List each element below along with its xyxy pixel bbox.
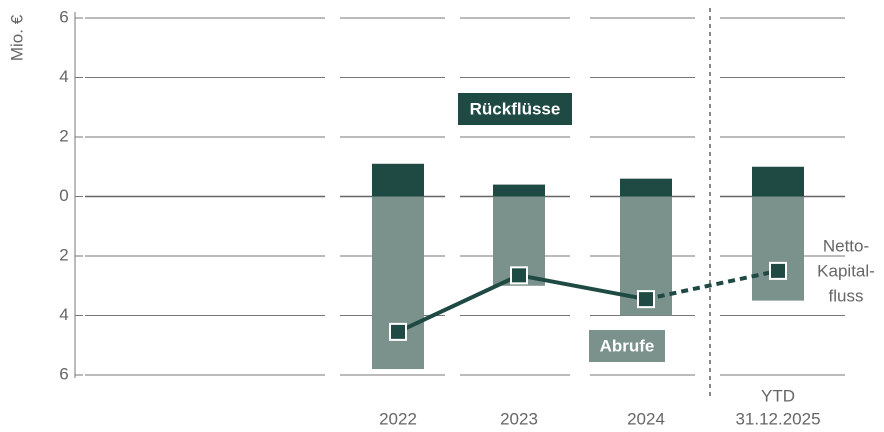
ytd-label: YTD bbox=[761, 386, 795, 405]
bar bbox=[752, 196, 804, 301]
y-tick-label: 0 bbox=[59, 186, 68, 205]
bar bbox=[493, 184, 545, 197]
line-label: Netto- bbox=[823, 236, 869, 255]
y-tick-label: 2 bbox=[59, 245, 68, 264]
net-marker bbox=[389, 322, 407, 341]
net-line-dashed bbox=[645, 268, 779, 302]
line-label: Kapital- bbox=[817, 261, 875, 280]
y-tick-label: 6 bbox=[59, 7, 68, 26]
net-marker bbox=[769, 261, 787, 280]
line-label: fluss bbox=[829, 286, 864, 305]
y-tick-label: 4 bbox=[59, 305, 68, 324]
legend-label: Rückflüsse bbox=[470, 99, 561, 118]
legend-label: Abrufe bbox=[600, 336, 655, 355]
x-tick-label: 2022 bbox=[379, 409, 417, 428]
legend-swatch bbox=[589, 330, 665, 362]
x-tick-label: 2024 bbox=[627, 409, 665, 428]
y-axis-label: Mio. € bbox=[7, 14, 26, 61]
net-marker bbox=[637, 290, 655, 309]
y-tick-label: 6 bbox=[59, 364, 68, 383]
y-tick-label: 4 bbox=[59, 67, 68, 86]
x-tick-label: 2023 bbox=[500, 409, 538, 428]
net-marker bbox=[510, 266, 528, 285]
x-tick-label: 31.12.2025 bbox=[735, 409, 820, 428]
bar bbox=[372, 163, 424, 197]
legend-swatch bbox=[458, 93, 572, 125]
bar bbox=[372, 196, 424, 370]
bar bbox=[620, 178, 672, 197]
bar bbox=[752, 166, 804, 197]
y-tick-label: 2 bbox=[59, 126, 68, 145]
